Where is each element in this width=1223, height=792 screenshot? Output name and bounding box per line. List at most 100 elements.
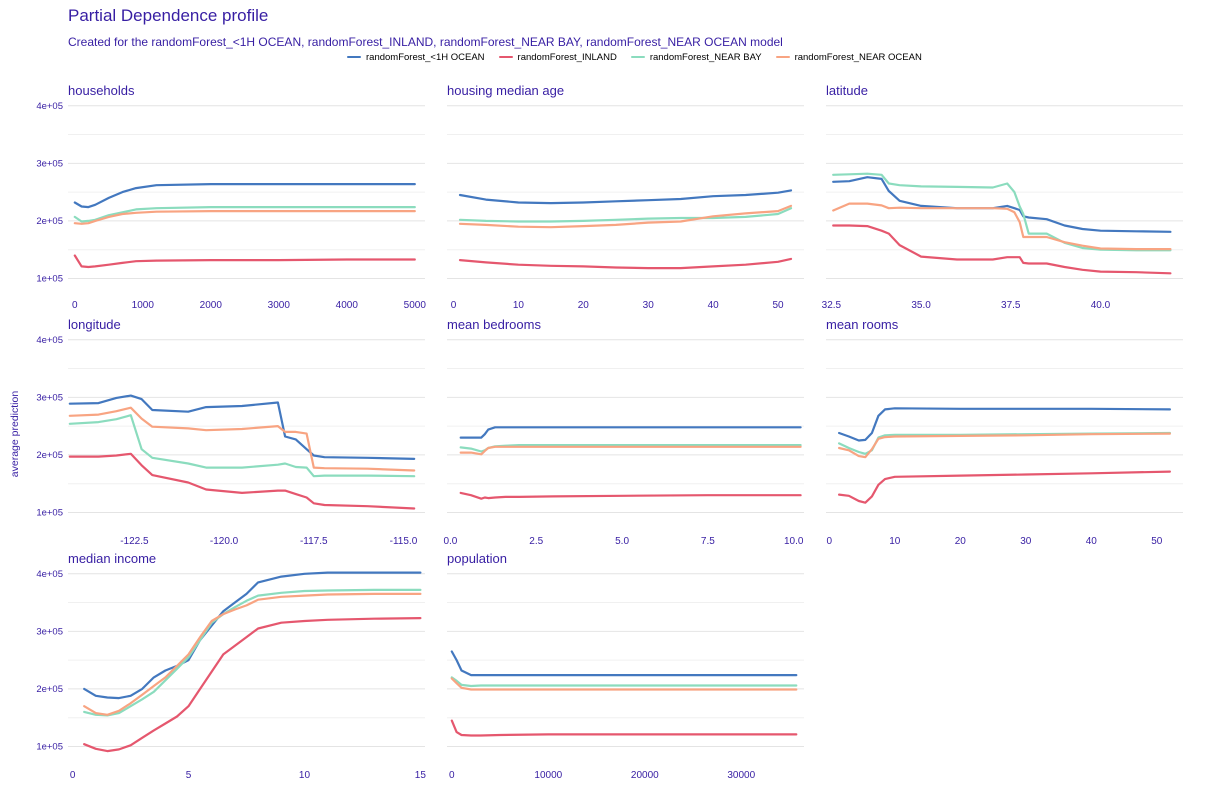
panel-mean-rooms: mean rooms 0 10 20 30 40 50	[826, 317, 1183, 547]
series-line-3	[73, 206, 416, 223]
panel-title: households	[68, 83, 135, 98]
series-line-1	[459, 426, 802, 439]
series-line-1	[73, 183, 416, 209]
legend-swatch	[347, 55, 361, 59]
y-tick-label: 3e+05	[36, 392, 63, 403]
legend-item: randomForest_NEAR BAY	[630, 51, 762, 63]
x-tick-label: 3000	[268, 300, 291, 311]
x-tick-label: 5000	[404, 300, 427, 311]
series-line-3	[83, 588, 422, 717]
series-line-4	[837, 432, 1172, 459]
x-tick-label: 4000	[336, 300, 359, 311]
legend-item: randomForest_NEAR OCEAN	[775, 51, 922, 63]
legend-swatch	[775, 55, 790, 59]
x-tick-label: -117.5	[300, 536, 328, 547]
series-line-1	[83, 571, 422, 700]
series-line-4	[458, 204, 793, 229]
x-tick-label: 30000	[727, 770, 755, 781]
series-line-2	[450, 719, 798, 737]
legend-label: randomForest_INLAND	[517, 51, 617, 63]
panel-title: latitude	[826, 83, 868, 98]
y-tick-label: 4e+05	[36, 101, 63, 112]
y-tick-label: 2e+05	[36, 216, 63, 227]
series-line-4	[73, 210, 416, 225]
y-tick-label: 4e+05	[36, 569, 63, 580]
x-tick-label: -115.0	[390, 536, 418, 547]
x-tick-label: 30	[643, 300, 655, 311]
x-tick-label: 10	[299, 770, 311, 781]
panel-title: mean rooms	[826, 317, 899, 332]
x-tick-label: 20000	[631, 770, 659, 781]
x-tick-label: 32.5	[822, 300, 842, 311]
series-line-4	[832, 202, 1172, 251]
x-tick-label: 2.5	[529, 536, 543, 547]
x-tick-label: 35.0	[911, 300, 931, 311]
x-tick-label: 7.5	[701, 536, 715, 547]
legend-label: randomForest_NEAR BAY	[649, 51, 762, 63]
x-tick-label: 10000	[534, 770, 562, 781]
x-tick-label: 37.5	[1001, 300, 1021, 311]
y-tick-label: 3e+05	[36, 158, 63, 169]
panel-population: population 0 10000 20000 30000	[447, 551, 804, 781]
series-line-3	[450, 676, 798, 688]
panel-households: households 1e+05 2e+05 3e+05 4e+05 0 1000 2000 3…	[36, 83, 426, 311]
y-tick-label: 1e+05	[36, 273, 63, 284]
legend: randomForest_<1H OCEAN randomForest_INLA…	[347, 49, 936, 65]
series-line-1	[832, 176, 1172, 233]
x-tick-label: 50	[1151, 536, 1163, 547]
x-tick-label: 0	[826, 536, 832, 547]
y-tick-label: 1e+05	[36, 741, 63, 752]
x-tick-label: -120.0	[210, 536, 239, 547]
series-line-2	[68, 452, 416, 510]
chart-subtitle: Created for the randomForest_<1H OCEAN, …	[68, 35, 783, 49]
panel-title: population	[447, 551, 507, 566]
legend-swatch	[498, 55, 513, 59]
panel-title: median income	[68, 551, 156, 566]
x-tick-label: 0	[451, 300, 457, 311]
x-tick-label: 40.0	[1091, 300, 1111, 311]
legend-item: randomForest_INLAND	[498, 51, 617, 63]
panel-median-income: median income 1e+05 2e+05 3e+05 4e+05 0 5 10 15	[36, 551, 426, 781]
x-tick-label: -122.5	[120, 536, 149, 547]
panel-latitude: latitude 32.5 35.0 37.5 40.0	[822, 83, 1183, 311]
x-tick-label: 20	[578, 300, 590, 311]
series-line-3	[458, 207, 793, 223]
legend-item: randomForest_<1H OCEAN	[347, 52, 485, 63]
panel-mean-bedrooms: mean bedrooms 0.0 2.5 5.0 7.5 10.0	[443, 317, 804, 547]
x-tick-label: 0	[70, 770, 76, 781]
series-line-2	[83, 616, 422, 753]
x-tick-label: 10	[513, 300, 525, 311]
y-tick-label: 2e+05	[36, 450, 63, 461]
x-tick-label: 1000	[132, 300, 155, 311]
series-line-2	[73, 254, 416, 269]
series-line-2	[837, 470, 1172, 504]
x-tick-label: 10.0	[784, 536, 804, 547]
x-tick-label: 30	[1020, 536, 1032, 547]
series-line-2	[458, 257, 793, 270]
series-line-3	[68, 414, 416, 478]
series-line-4	[68, 406, 416, 472]
legend-label: randomForest_NEAR OCEAN	[794, 51, 922, 63]
panel-title: mean bedrooms	[447, 317, 541, 332]
chart-title: Partial Dependence profile	[68, 6, 269, 25]
panel-title: housing median age	[447, 83, 564, 98]
series-line-4	[459, 445, 802, 456]
panel-housing-median-age: housing median age 0 10 20 30 40 50	[447, 83, 804, 311]
x-tick-label: 5.0	[615, 536, 629, 547]
x-tick-label: 15	[415, 770, 427, 781]
x-tick-label: 50	[772, 300, 784, 311]
y-tick-label: 2e+05	[36, 684, 63, 695]
series-line-1	[458, 189, 793, 205]
series-line-4	[450, 677, 798, 691]
y-tick-label: 1e+05	[36, 507, 63, 518]
x-tick-label: 0	[72, 300, 78, 311]
x-tick-label: 2000	[200, 300, 223, 311]
panel-longitude: longitude 1e+05 2e+05 3e+05 4e+05 -122.5 -120.…	[36, 317, 425, 547]
x-tick-label: 5	[186, 770, 192, 781]
series-line-3	[832, 172, 1172, 252]
x-tick-label: 40	[1086, 536, 1098, 547]
legend-label: randomForest_<1H OCEAN	[366, 51, 485, 63]
panel-title: longitude	[68, 317, 121, 332]
x-tick-label: 10	[889, 536, 901, 547]
y-tick-label: 4e+05	[36, 335, 63, 346]
